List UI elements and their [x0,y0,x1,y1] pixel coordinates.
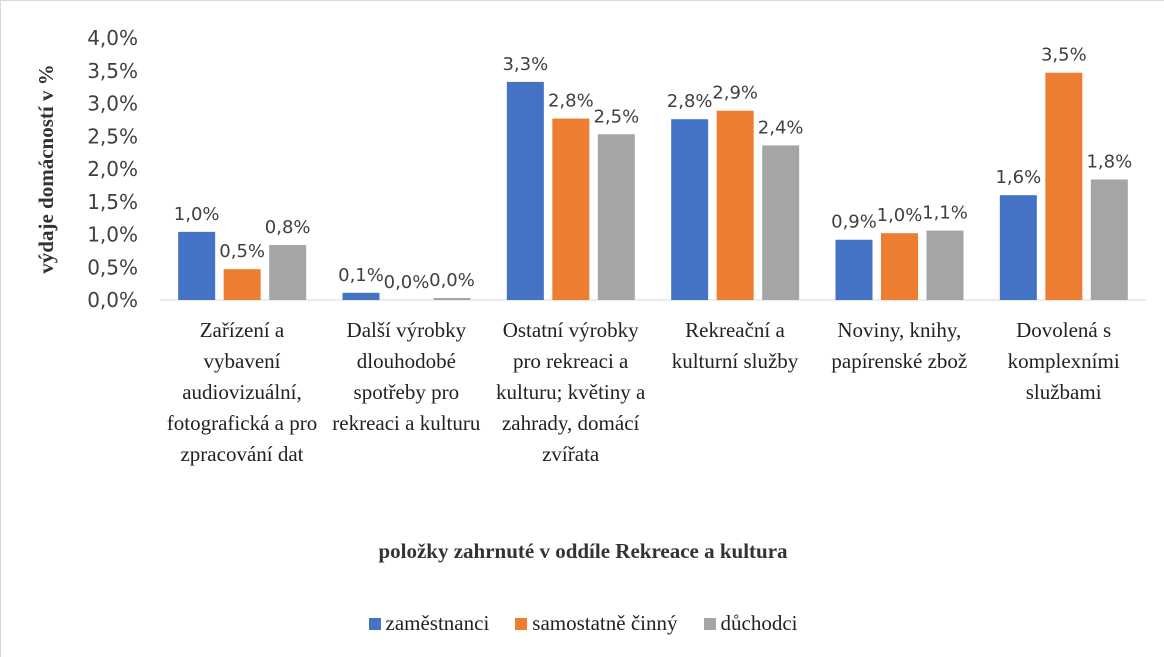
data-label: 0,8% [265,217,311,238]
data-label: 1,0% [174,204,220,225]
legend-item: samostatně činný [515,611,678,636]
y-axis-title: výdaje domácností v % [34,64,58,273]
bar [597,134,635,300]
bar [926,230,964,300]
data-label: 3,5% [1041,45,1087,66]
x-tick-label: Dovolená s komplexními službami [1007,318,1120,404]
y-tick-label: 1,5% [87,190,138,214]
y-tick-label: 3,5% [87,59,138,83]
legend-label: důchodci [720,611,798,635]
bar [881,233,918,300]
data-label: 2,8% [548,91,594,112]
data-label: 2,4% [758,117,804,138]
y-tick-label: 3,0% [87,92,138,116]
y-tick-label: 0,5% [87,255,138,279]
legend: zaměstnanci samostatně činný důchodci [1,611,1164,636]
legend-label: zaměstnanci [385,611,490,635]
x-tick-label: Noviny, knihy, papírenské zbož [831,318,968,373]
bar [1045,72,1083,300]
bar [671,119,709,300]
y-tick-label: 0,0% [87,288,138,312]
bar [178,231,216,300]
data-label: 0,5% [219,241,265,262]
legend-swatch [368,617,381,630]
data-label: 1,1% [922,203,968,224]
data-label: 1,6% [995,167,1041,188]
x-axis-title: položky zahrnuté v oddíle Rekreace a kul… [378,539,788,563]
bar [716,110,754,300]
bar [1090,179,1128,300]
legend-item: zaměstnanci [368,611,490,636]
x-tick-label: Ostatní výrobky pro rekreaci a kulturu; … [496,318,646,466]
bar [506,81,544,300]
data-label: 2,8% [667,91,713,112]
y-tick-label: 1,0% [87,223,138,247]
bar [223,269,261,300]
data-label: 2,5% [593,106,639,127]
data-label: 0,9% [831,212,877,233]
data-label: 2,9% [712,83,758,104]
legend-swatch [515,617,528,630]
bar [835,239,873,300]
data-label: 3,3% [502,54,548,75]
data-label: 1,8% [1086,151,1132,172]
bar [762,145,800,300]
x-tick-label: Další výrobky dlouhodobé spotřeby pro re… [332,318,481,435]
bar [342,292,380,300]
legend-swatch [703,617,716,630]
y-tick-label: 2,5% [87,124,138,148]
bar [433,298,471,300]
bar [269,244,307,300]
data-label: 0,1% [338,265,384,286]
bar [999,195,1037,300]
y-tick-label: 2,0% [87,157,138,181]
legend-label: samostatně činný [532,611,678,635]
bar [552,118,590,300]
data-label: 1,0% [877,205,923,226]
x-tick-label: Zařízení a vybavení audiovizuální, fotog… [166,318,318,466]
x-tick-label: Rekreační a kulturní služby [671,318,799,373]
data-label: 0,0% [429,270,475,291]
data-label: 0,0% [384,272,430,293]
y-tick-label: 4,0% [87,26,138,50]
legend-item: důchodci [703,611,798,636]
